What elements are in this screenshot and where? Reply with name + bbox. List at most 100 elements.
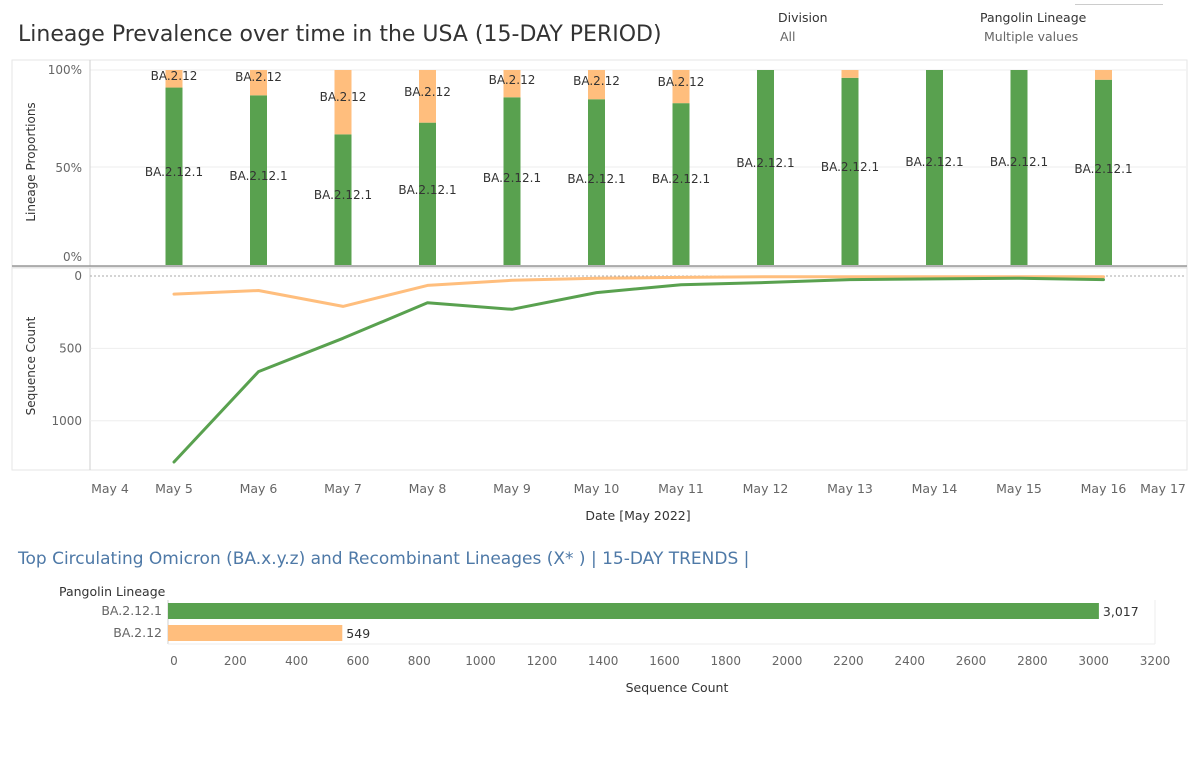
- bar-ba-2-12-1: [334, 134, 352, 265]
- count-x-tick: 0: [170, 654, 178, 668]
- date-tick: May 11: [658, 481, 704, 496]
- bar-label-ba-2-12: BA.2.12: [320, 90, 367, 104]
- bar-label-ba-2-12: BA.2.12: [489, 73, 536, 87]
- bar-label-ba-2-12-1: BA.2.12.1: [905, 155, 963, 169]
- bar-label-ba-2-12: BA.2.12: [151, 69, 198, 83]
- bar-ba-2-12-1: [672, 103, 690, 266]
- bar-ba-2-12: [841, 70, 859, 78]
- date-tick: May 17: [1140, 481, 1186, 496]
- bar-ba-2-12: [588, 70, 605, 100]
- count-x-tick: 1800: [711, 654, 742, 668]
- count-x-tick: 3000: [1078, 654, 1109, 668]
- hbar-value-label: 549: [346, 626, 370, 641]
- bar-ba-2-12: [250, 70, 267, 96]
- prop-y-tick: 0%: [63, 250, 82, 264]
- count-x-tick: 1200: [527, 654, 558, 668]
- date-tick: May 12: [743, 481, 789, 496]
- date-tick: May 16: [1081, 481, 1127, 496]
- count-x-tick: 3200: [1140, 654, 1171, 668]
- x-axis-title: Date [May 2022]: [585, 508, 690, 523]
- bar-label-ba-2-12-1: BA.2.12.1: [990, 155, 1048, 169]
- bar-ba-2-12: [334, 70, 352, 135]
- hbar-ba-2-12: [168, 625, 343, 641]
- lineage-row-label: BA.2.12: [113, 625, 162, 640]
- count-x-tick: 800: [408, 654, 431, 668]
- bar-ba-2-12-1: [503, 97, 521, 265]
- top-lineages-chart: Pangolin Lineage BA.2.12.1 3,017 BA.2.12 54…: [59, 584, 1171, 695]
- bar-label-ba-2-12-1: BA.2.12.1: [483, 171, 541, 185]
- bar-label-ba-2-12: BA.2.12: [573, 74, 620, 88]
- hbar-value-label: 3,017: [1103, 604, 1139, 619]
- prop-y-tick: 100%: [48, 63, 82, 77]
- count-x-tick: 2200: [833, 654, 864, 668]
- bar-label-ba-2-12-1: BA.2.12.1: [821, 160, 879, 174]
- count-x-tick: 2600: [956, 654, 987, 668]
- bar-ba-2-12: [165, 70, 183, 88]
- bar-ba-2-12-1: [926, 70, 943, 265]
- page-title: Lineage Prevalence over time in the USA …: [18, 22, 662, 47]
- prop-y-tick: 50%: [55, 161, 82, 175]
- bar-label-ba-2-12-1: BA.2.12.1: [1074, 162, 1132, 176]
- bar-ba-2-12-1: [250, 95, 267, 265]
- count-x-tick: 2800: [1017, 654, 1048, 668]
- lineage-filter-label: Pangolin Lineage: [980, 10, 1087, 25]
- bar-label-ba-2-12: BA.2.12: [658, 75, 705, 89]
- line-ba-2-12-1: [172, 276, 1105, 464]
- date-tick: May 5: [155, 481, 193, 496]
- date-tick: May 13: [827, 481, 873, 496]
- bar-ba-2-12-1: [165, 87, 183, 265]
- count-y-tick: 1000: [51, 414, 82, 428]
- bottom-x-axis-title: Sequence Count: [626, 680, 729, 695]
- bar-ba-2-12: [672, 70, 690, 104]
- bar-label-ba-2-12-1: BA.2.12.1: [398, 183, 456, 197]
- section-title: Top Circulating Omicron (BA.x.y.z) and R…: [18, 549, 750, 569]
- bar-label-ba-2-12-1: BA.2.12.1: [314, 188, 372, 202]
- division-filter-label: Division: [778, 10, 828, 25]
- date-tick: May 10: [574, 481, 620, 496]
- bar-ba-2-12-1: [1010, 70, 1028, 265]
- prop-panel: [11, 59, 1188, 268]
- bar-ba-2-12: [1095, 70, 1112, 80]
- bar-label-ba-2-12-1: BA.2.12.1: [229, 169, 287, 183]
- hbar-ba-2-12-1: [168, 603, 1099, 619]
- count-x-tick: 2000: [772, 654, 803, 668]
- bar-ba-2-12-1: [1095, 79, 1112, 265]
- count-x-tick: 400: [285, 654, 308, 668]
- date-tick: May 8: [409, 481, 447, 496]
- row-header: Pangolin Lineage: [59, 584, 166, 599]
- filter-divider: [1075, 4, 1163, 5]
- date-tick: May 14: [912, 481, 958, 496]
- count-x-tick: 200: [224, 654, 247, 668]
- bar-ba-2-12-1: [757, 70, 774, 265]
- count-panel: [11, 267, 1188, 471]
- count-y-tick: 0: [74, 269, 82, 283]
- proportions-y-label: Lineage Proportions: [24, 102, 38, 221]
- lineage-row-label: BA.2.12.1: [101, 603, 162, 618]
- bar-label-ba-2-12-1: BA.2.12.1: [736, 156, 794, 170]
- bar-ba-2-12: [503, 70, 521, 98]
- count-x-tick: 1400: [588, 654, 619, 668]
- bar-ba-2-12-1: [841, 77, 859, 265]
- line-ba-2-12: [172, 275, 1105, 308]
- count-x-tick: 1600: [649, 654, 680, 668]
- date-tick: May 4: [91, 481, 129, 496]
- count-y-label: Sequence Count: [24, 316, 38, 415]
- bar-label-ba-2-12-1: BA.2.12.1: [567, 172, 625, 186]
- bar-ba-2-12-1: [588, 99, 605, 265]
- bar-label-ba-2-12-1: BA.2.12.1: [145, 165, 203, 179]
- division-filter-value[interactable]: All: [780, 29, 796, 44]
- bar-label-ba-2-12-1: BA.2.12.1: [652, 172, 710, 186]
- date-tick: May 7: [324, 481, 362, 496]
- prevalence-chart: 100% 50% 0% BA.2.12.1 BA.2.12 BA.2.12.1 BA.2.…: [11, 59, 1188, 523]
- bar-label-ba-2-12: BA.2.12: [235, 70, 282, 84]
- lineage-filter-value[interactable]: Multiple values: [984, 29, 1079, 44]
- count-x-tick: 2400: [894, 654, 925, 668]
- date-tick: May 9: [493, 481, 531, 496]
- bar-ba-2-12-1: [419, 122, 436, 266]
- count-y-tick: 500: [59, 341, 82, 355]
- count-x-tick: 1000: [465, 654, 496, 668]
- date-tick: May 6: [240, 481, 278, 496]
- bar-label-ba-2-12: BA.2.12: [404, 85, 451, 99]
- count-x-tick: 600: [346, 654, 369, 668]
- bar-ba-2-12: [419, 70, 436, 123]
